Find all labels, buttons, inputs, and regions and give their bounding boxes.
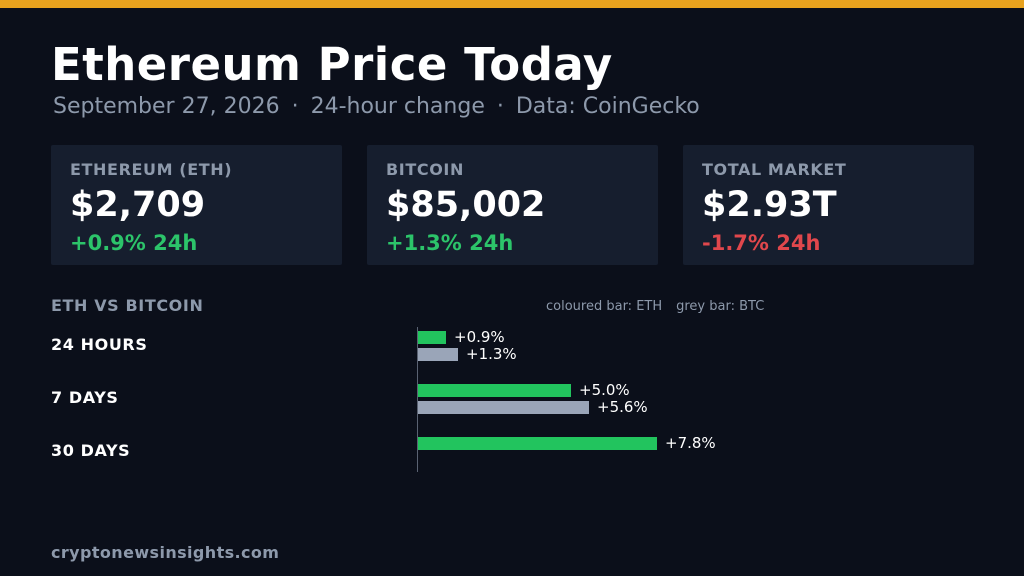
legend-eth: coloured bar: ETH [546,299,663,314]
comparison-title: ETH VS BITCOIN [51,296,204,315]
card-label: ETHEREUM (ETH) [70,160,233,179]
top-accent-bar [0,0,1024,8]
subtitle-separator: · [496,94,504,119]
card-label: TOTAL MARKET [702,160,847,179]
page-subtitle: September 27, 2026 · 24-hour change · Data: … [53,94,700,119]
period-label: 30 DAYS [51,441,131,460]
legend-btc: grey bar: BTC [676,299,765,314]
eth-bar-label: +0.9% [454,328,505,346]
chart-axis [417,327,418,472]
subtitle-source: Data: CoinGecko [515,94,700,119]
btc-bar [418,348,458,361]
card-change: +0.9% 24h [70,231,198,255]
footer-site: cryptonewsinsights.com [51,543,280,562]
card-value: $2,709 [70,185,206,225]
subtitle-period: 24-hour change [310,94,485,119]
page-title: Ethereum Price Today [51,38,613,91]
subtitle-separator: · [291,94,299,119]
card-change: +1.3% 24h [386,231,514,255]
card-total-market: TOTAL MARKET $2.93T -1.7% 24h [683,145,974,265]
card-value: $85,002 [386,185,546,225]
card-ethereum: ETHEREUM (ETH) $2,709 +0.9% 24h [51,145,342,265]
chart-legend: coloured bar: ETH grey bar: BTC [546,299,764,314]
card-value: $2.93T [702,185,837,225]
subtitle-date: September 27, 2026 [53,94,280,119]
period-label: 24 HOURS [51,335,148,354]
card-label: BITCOIN [386,160,464,179]
eth-bar [418,384,571,397]
period-label: 7 DAYS [51,388,119,407]
eth-bar-label: +5.0% [579,381,630,399]
eth-bar [418,437,657,450]
btc-bar-label: +1.3% [466,345,517,363]
eth-bar [418,331,446,344]
card-change: -1.7% 24h [702,231,821,255]
btc-bar-label: +5.6% [597,398,648,416]
eth-bar-label: +7.8% [665,434,716,452]
btc-bar [418,401,589,414]
card-bitcoin: BITCOIN $85,002 +1.3% 24h [367,145,658,265]
